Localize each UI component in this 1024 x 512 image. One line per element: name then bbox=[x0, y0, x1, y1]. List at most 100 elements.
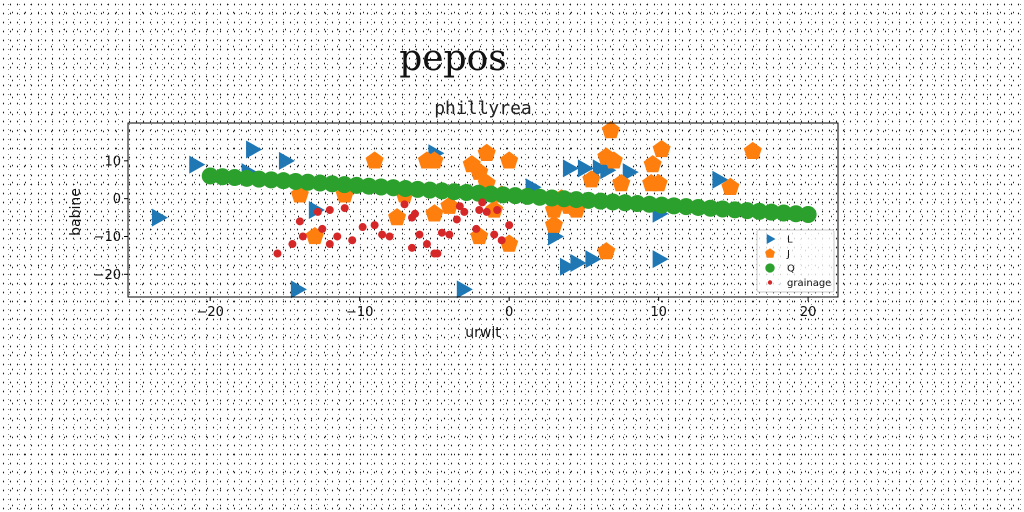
data-point-j bbox=[425, 204, 444, 222]
data-point-l bbox=[290, 280, 307, 299]
data-point-q bbox=[299, 173, 317, 191]
y-tick-label: −20 bbox=[94, 268, 121, 283]
data-point-grainage bbox=[472, 224, 481, 233]
plot-frame bbox=[127, 122, 839, 298]
data-point-q bbox=[714, 200, 732, 218]
data-point-q bbox=[543, 189, 561, 207]
data-point-l bbox=[712, 170, 729, 189]
data-point-q bbox=[604, 193, 622, 211]
data-point-l bbox=[622, 163, 639, 182]
data-point-grainage bbox=[288, 240, 297, 249]
data-point-j bbox=[500, 151, 519, 169]
data-point-q bbox=[409, 180, 427, 198]
data-point-q bbox=[482, 185, 500, 203]
x-axis-label: urwit bbox=[465, 325, 501, 341]
chart-suptitle: pepos bbox=[399, 38, 507, 79]
legend-marker-q bbox=[765, 263, 775, 273]
data-point-q bbox=[213, 168, 231, 186]
legend-box bbox=[756, 229, 835, 293]
x-tick-label: −20 bbox=[196, 305, 223, 320]
data-point-grainage bbox=[358, 223, 367, 232]
data-point-q bbox=[311, 174, 329, 192]
data-point-q bbox=[238, 169, 256, 187]
chart-title: phillyrea bbox=[434, 98, 532, 119]
data-point-q bbox=[335, 176, 353, 194]
data-point-q bbox=[494, 186, 512, 204]
data-point-j bbox=[470, 162, 489, 180]
data-point-q bbox=[506, 187, 524, 205]
data-point-q bbox=[567, 191, 585, 209]
data-point-q bbox=[799, 206, 817, 224]
data-point-grainage bbox=[452, 215, 461, 224]
data-point-l bbox=[600, 161, 617, 180]
x-tick-label: −10 bbox=[346, 305, 373, 320]
data-point-q bbox=[457, 183, 475, 201]
data-point-j bbox=[425, 151, 444, 169]
data-point-q bbox=[579, 191, 597, 209]
data-point-j bbox=[582, 170, 601, 188]
data-point-grainage bbox=[422, 240, 431, 249]
data-point-grainage bbox=[273, 249, 282, 258]
data-point-grainage bbox=[408, 243, 416, 252]
data-point-grainage bbox=[497, 236, 506, 245]
y-tick-label: 0 bbox=[113, 192, 121, 207]
data-point-j bbox=[601, 121, 620, 139]
data-point-grainage bbox=[433, 249, 442, 258]
data-point-q bbox=[396, 180, 414, 198]
data-point-q bbox=[287, 172, 305, 190]
data-point-grainage bbox=[490, 230, 499, 239]
data-point-q bbox=[470, 184, 488, 202]
data-point-q bbox=[531, 188, 549, 206]
data-point-grainage bbox=[482, 207, 491, 216]
legend-marker-grainage bbox=[767, 280, 773, 285]
data-point-q bbox=[677, 198, 695, 216]
data-point-q bbox=[226, 169, 244, 187]
y-tick-label: 10 bbox=[104, 154, 121, 169]
data-point-grainage bbox=[437, 228, 446, 237]
data-point-q bbox=[653, 196, 671, 214]
data-point-grainage bbox=[298, 232, 307, 241]
data-point-q bbox=[555, 190, 573, 208]
data-point-q bbox=[323, 175, 341, 193]
data-point-grainage bbox=[478, 198, 487, 207]
y-tick-label: −10 bbox=[94, 230, 121, 245]
data-point-j bbox=[721, 177, 740, 195]
data-point-q bbox=[445, 183, 463, 201]
data-point-grainage bbox=[325, 240, 334, 249]
axes: −20 −10 0 10 20 −20 −10 0 10 bbox=[94, 122, 839, 320]
legend-label-q: Q bbox=[787, 264, 795, 275]
plot-area bbox=[151, 121, 817, 299]
data-point-l bbox=[562, 159, 579, 178]
data-point-q bbox=[518, 187, 536, 205]
data-point-q bbox=[592, 192, 610, 210]
data-point-j bbox=[643, 155, 662, 173]
data-point-grainage bbox=[340, 204, 349, 213]
data-point-j bbox=[652, 139, 671, 158]
legend-marker-l bbox=[766, 234, 776, 244]
data-point-q bbox=[201, 167, 219, 185]
data-point-q bbox=[726, 201, 744, 219]
data-point-l bbox=[189, 155, 206, 174]
data-point-grainage bbox=[370, 221, 379, 230]
data-point-q bbox=[372, 178, 390, 196]
data-point-grainage bbox=[445, 230, 454, 239]
data-point-q bbox=[750, 202, 768, 220]
data-point-grainage bbox=[318, 224, 327, 233]
data-point-grainage bbox=[493, 206, 502, 214]
data-point-q bbox=[762, 203, 780, 221]
data-point-q bbox=[360, 177, 378, 195]
data-point-grainage bbox=[410, 209, 419, 218]
data-point-q bbox=[250, 170, 268, 188]
data-point-grainage bbox=[378, 230, 387, 239]
data-point-j bbox=[604, 151, 623, 169]
data-point-q bbox=[628, 195, 646, 213]
data-point-l bbox=[570, 253, 587, 272]
y-axis-label: babine bbox=[68, 188, 84, 236]
data-point-q bbox=[701, 199, 719, 217]
data-point-l bbox=[278, 151, 295, 170]
data-point-grainage bbox=[460, 207, 469, 216]
data-point-grainage bbox=[313, 207, 322, 216]
data-point-grainage bbox=[348, 236, 357, 245]
